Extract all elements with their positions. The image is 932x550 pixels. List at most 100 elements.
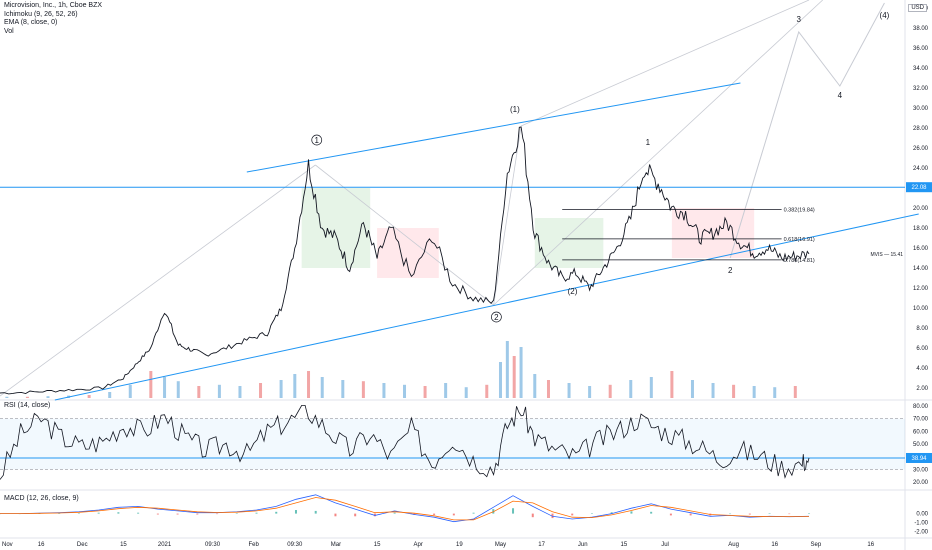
wave-label: 4 <box>838 91 843 100</box>
price-tick-label: 8.00 <box>916 326 928 332</box>
wave-connector <box>493 125 522 306</box>
volume-bar <box>512 356 516 398</box>
volume-bar <box>519 347 523 398</box>
time-tick-label: 15 <box>374 542 381 548</box>
wave-label: (1) <box>510 105 520 114</box>
rsi-pane <box>0 404 905 480</box>
time-tick-label: Dec <box>77 542 88 548</box>
price-tick-label: 6.00 <box>916 346 928 352</box>
price-tick-label: 28.00 <box>913 126 929 132</box>
rsi-badge: 38.94 <box>911 456 927 462</box>
macd-histogram-bar <box>373 513 376 517</box>
volume-bar <box>341 380 345 398</box>
volume-bar <box>128 384 132 398</box>
macd-histogram-bar <box>452 513 455 516</box>
wave-connector <box>0 164 316 397</box>
price-series <box>0 126 810 395</box>
chart-legend: Microvision, Inc., 1h, Cboe BZX Ichimoku… <box>4 2 102 36</box>
wave-label: (4) <box>880 11 890 20</box>
price-tick-label: 34.00 <box>913 66 929 72</box>
macd-histogram-bar <box>669 513 672 516</box>
macd-histogram-bar <box>590 513 593 514</box>
macd-histogram-bar <box>196 513 199 515</box>
macd-legend[interactable]: MACD (12, 26, close, 9) <box>4 495 79 502</box>
time-tick-label: Mar <box>331 542 341 548</box>
macd-histogram-bar <box>235 513 238 514</box>
volume-bar <box>546 380 550 398</box>
price-tick-label: 24.00 <box>913 166 929 172</box>
price-tick-label: 10.00 <box>913 306 929 312</box>
price-tick-label: 16.00 <box>913 246 929 252</box>
price-badge: 22.08 <box>911 185 927 191</box>
wave-labels: 1 2 (1) (2) 1 2 3 4 (4) <box>311 11 890 323</box>
volume-bar <box>46 396 50 398</box>
macd-histogram-bar <box>808 513 811 515</box>
fib-retracement[interactable]: 0.382(19.84) 0.618(16.91) 0.786(14.81) <box>562 208 815 264</box>
macd-histogram-bar <box>354 513 357 517</box>
fib-level-label: 0.618(16.91) <box>784 237 815 243</box>
macd-histogram-bar <box>137 512 140 514</box>
symbol-title[interactable]: Microvision, Inc., 1h, Cboe BZX <box>4 2 103 9</box>
rsi-line <box>0 404 810 480</box>
wave-circle <box>491 311 502 323</box>
macd-histogram-bar <box>156 513 159 515</box>
wave-projection <box>0 0 885 397</box>
wave-label: 1 <box>315 136 320 145</box>
price-tick-label: 12.00 <box>913 286 929 292</box>
rsi-tick-label: 30.00 <box>913 467 929 473</box>
price-tick-label: 30.00 <box>913 106 929 112</box>
volume-bar <box>498 362 502 398</box>
ema-legend[interactable]: EMA (8, close, 0) <box>4 19 58 27</box>
wave-label: 2 <box>728 266 733 275</box>
currency-label[interactable]: USD <box>908 4 927 12</box>
volume-bar <box>259 383 263 398</box>
macd-histogram-bar <box>216 513 219 515</box>
price-tick-label: 36.00 <box>913 46 929 52</box>
time-tick-label: 17 <box>538 542 545 548</box>
volume-bar <box>108 392 112 398</box>
volume-bar <box>279 380 283 398</box>
macd-histogram-bar <box>788 513 791 515</box>
wave-label: 1 <box>646 138 651 147</box>
rsi-tick-label: 60.00 <box>913 429 929 435</box>
volume-bar <box>485 384 489 398</box>
ichimoku-legend[interactable]: Ichimoku (9, 26, 52, 26) <box>4 10 78 18</box>
macd-tick-label: -1.00 <box>914 521 928 527</box>
trendlines[interactable] <box>0 82 919 459</box>
time-tick-label: 15 <box>621 542 628 548</box>
price-tick-label: 26.00 <box>913 146 929 152</box>
time-tick-label: Jun <box>578 542 588 548</box>
macd-histogram-bar <box>275 511 278 514</box>
macd-histogram-bar <box>117 512 120 514</box>
rsi-legend[interactable]: RSI (14, close) <box>4 402 51 409</box>
time-tick-label: Sep <box>811 542 822 548</box>
wave-connector <box>520 0 810 127</box>
macd-tick-label: 0.00 <box>916 512 928 518</box>
fib-level-label: 0.382(19.84) <box>784 208 815 214</box>
macd-histogram-bar <box>512 508 515 514</box>
macd-histogram-bar <box>255 512 258 514</box>
time-tick-label: Nov <box>2 542 13 548</box>
wave-label: 3 <box>797 15 802 24</box>
wave-circle <box>311 134 323 146</box>
cloud-segment <box>671 208 755 258</box>
volume-bar <box>773 387 777 398</box>
macd-histogram-bar <box>610 512 613 514</box>
volume-bar <box>163 377 167 398</box>
time-axis[interactable]: Nov 16 Dec 15 2021 09:30 Feb 09:30 Mar 15 Apr 19 May… <box>2 542 875 548</box>
rsi-tick-label: 20.00 <box>913 480 929 486</box>
macd-histogram-bar <box>77 513 80 514</box>
macd-histogram-bar <box>630 511 633 514</box>
time-tick-label: Jul <box>661 542 669 548</box>
price-tick-label: 4.00 <box>916 366 928 372</box>
volume-bar <box>307 371 311 398</box>
volume-bar <box>361 381 365 398</box>
price-tick-label: 20.00 <box>913 206 929 212</box>
macd-histogram-bar <box>58 513 61 514</box>
volume-bar <box>567 383 571 398</box>
volume-legend[interactable]: Vol <box>4 27 14 35</box>
macd-histogram-bar <box>433 513 436 515</box>
channel-lower <box>54 213 919 401</box>
fib-level-label: 0.786(14.81) <box>784 258 815 264</box>
